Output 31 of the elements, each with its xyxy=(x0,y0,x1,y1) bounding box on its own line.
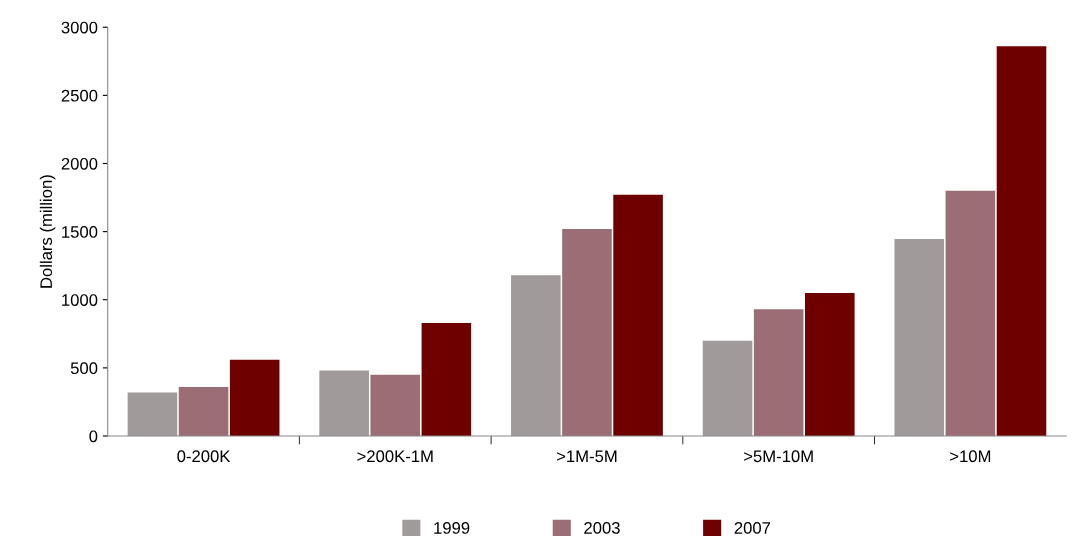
bar xyxy=(319,370,369,436)
y-tick-label: 0 xyxy=(89,430,98,443)
bar xyxy=(178,386,229,436)
x-tick-label: >1M-5M xyxy=(556,450,617,463)
bar xyxy=(945,190,996,436)
x-tick-label: 0-200K xyxy=(177,450,231,463)
y-tick-label: 1000 xyxy=(62,294,98,306)
legend-label: 1999 xyxy=(434,522,470,534)
legend-label: 2003 xyxy=(584,522,620,534)
x-tick-label: >200K-1M xyxy=(357,450,433,463)
bar xyxy=(511,275,561,436)
y-tick-label: 2000 xyxy=(61,157,98,170)
bar xyxy=(613,194,663,436)
y-tick-label: 500 xyxy=(70,362,98,375)
bar xyxy=(370,374,421,436)
y-axis-title: Dollars (million) xyxy=(39,175,56,288)
legend-label: 2007 xyxy=(734,522,771,534)
bar xyxy=(421,322,472,436)
y-tick-label: 2500 xyxy=(61,89,98,102)
bar xyxy=(127,392,178,436)
bar xyxy=(894,239,945,436)
bar xyxy=(805,292,855,436)
bar xyxy=(753,309,804,436)
x-tick-label: >10M xyxy=(950,450,991,463)
x-tick-label: >5M-10M xyxy=(744,450,813,463)
y-tick-label: 1500 xyxy=(62,226,98,238)
bar xyxy=(562,228,612,436)
bar xyxy=(702,340,753,436)
bar xyxy=(229,359,280,436)
y-tick-label: 3000 xyxy=(61,21,98,34)
bar xyxy=(996,46,1047,436)
